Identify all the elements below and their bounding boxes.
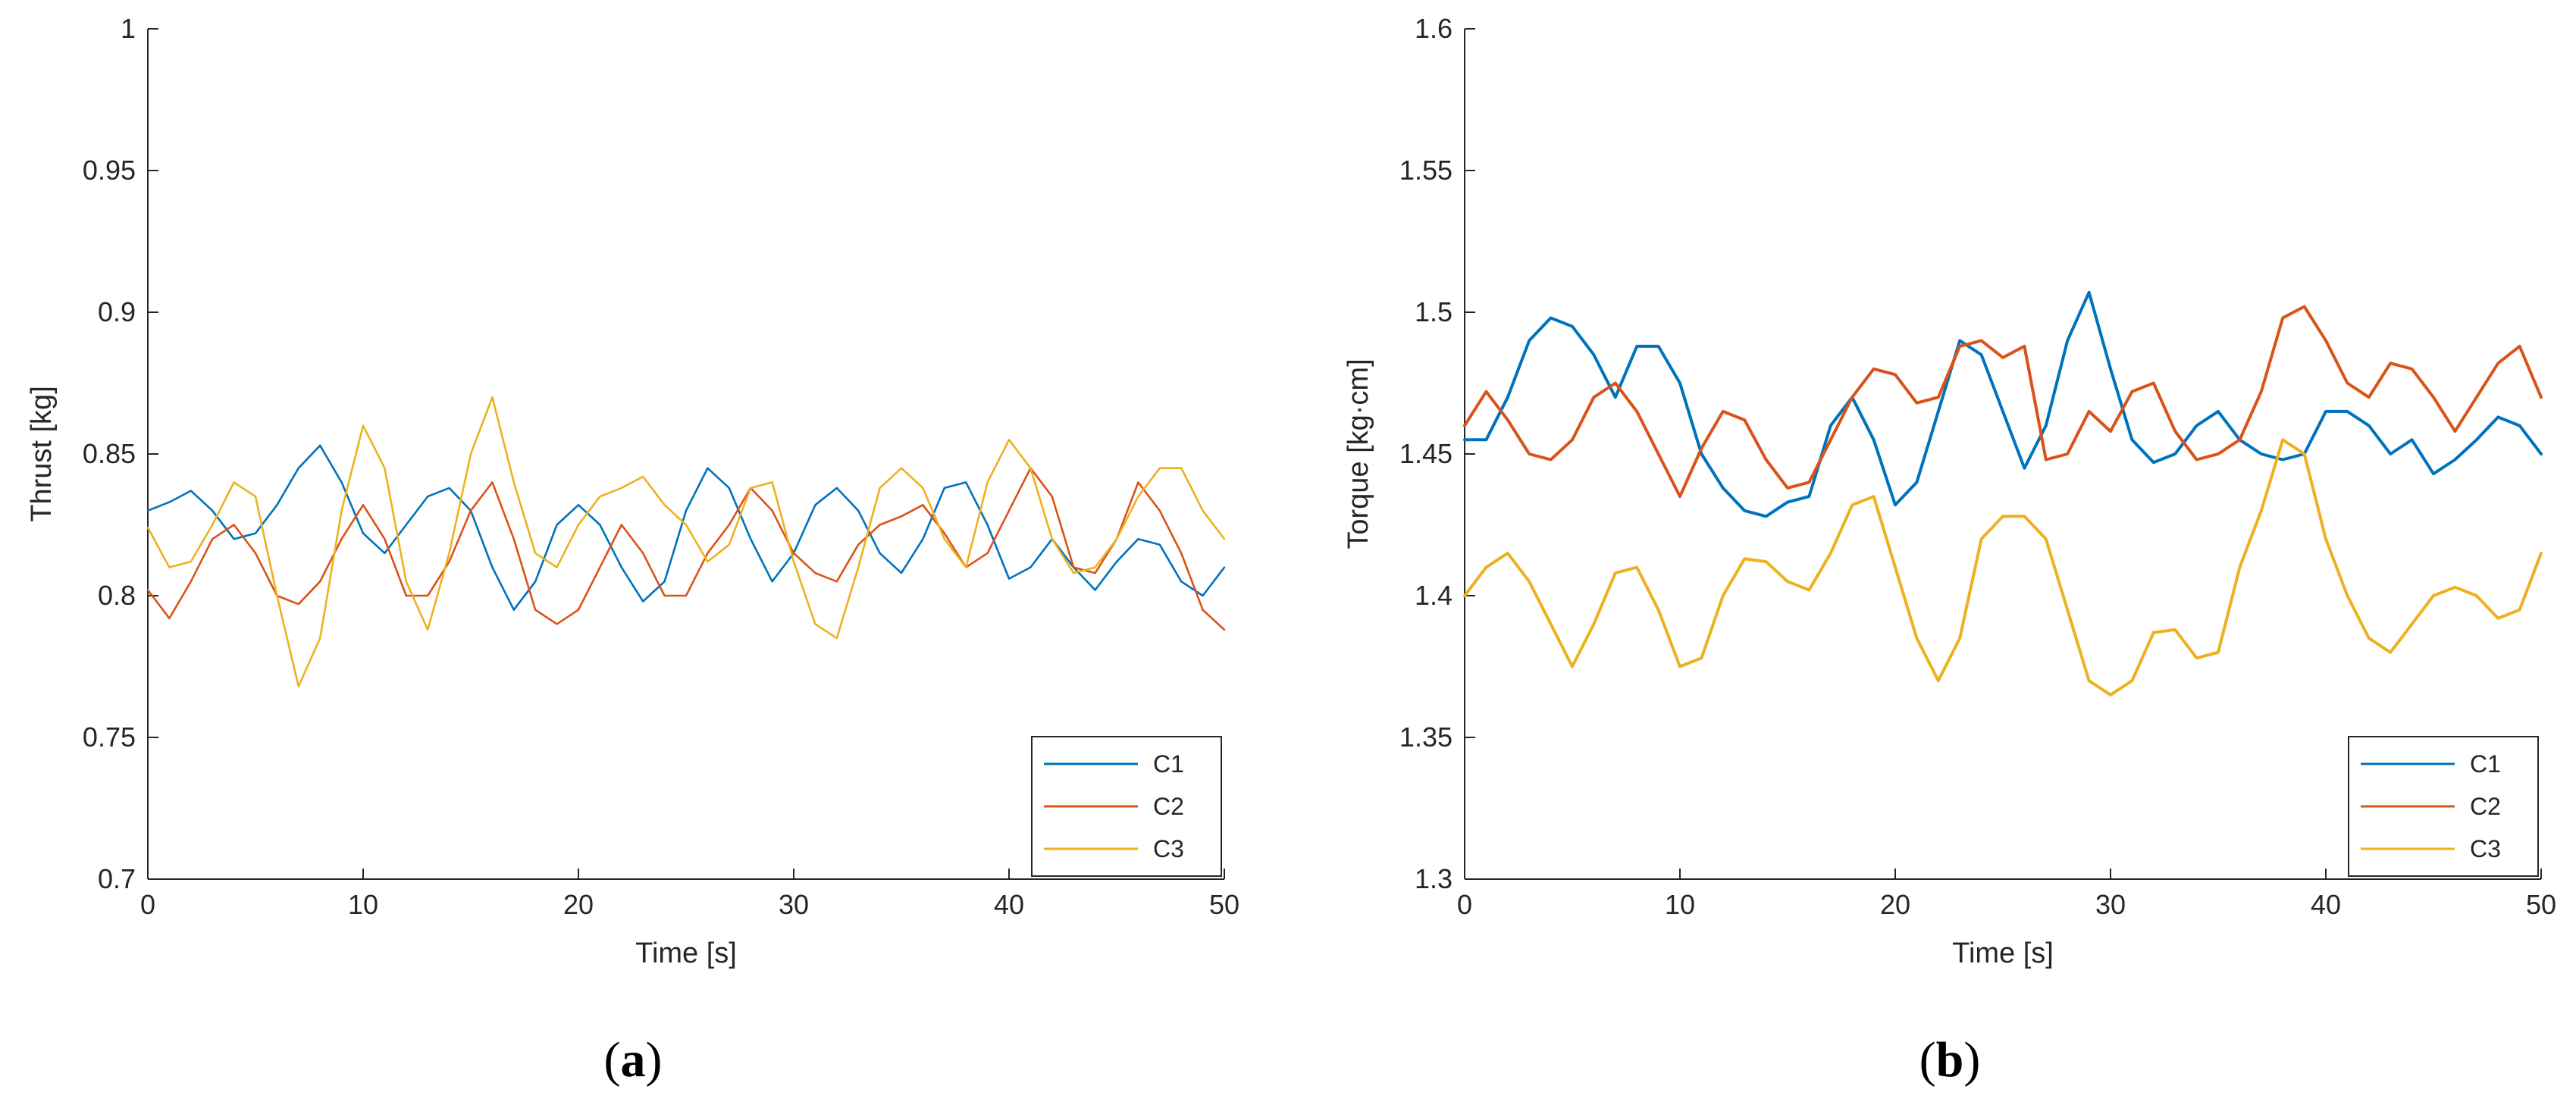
- caption-open-paren: (: [1919, 1032, 1936, 1088]
- x-tick-label: 30: [2095, 889, 2126, 920]
- y-tick-label: 0.75: [83, 721, 136, 753]
- legend: C1 C2 C3: [2348, 736, 2539, 877]
- y-tick-label: 0.7: [98, 863, 136, 894]
- legend-label: C3: [2470, 835, 2501, 862]
- y-tick-label: 1: [121, 13, 136, 44]
- x-tick-label: 0: [1457, 889, 1472, 920]
- legend: C1 C2 C3: [1031, 736, 1222, 877]
- y-tick-label: 1.35: [1399, 721, 1453, 753]
- x-tick-label: 30: [779, 889, 809, 920]
- x-tick-label: 40: [994, 889, 1024, 920]
- caption-close-paren: ): [646, 1032, 663, 1088]
- y-tick-label: 0.9: [98, 296, 136, 327]
- chart-panel-a: 0 10 20 30 40 50 0.7 0.75 0.8 0.85 0.9 0.95 1 Time [s…: [26, 13, 1239, 1088]
- x-tick-label: 40: [2311, 889, 2341, 920]
- panel-caption: (b): [1919, 1032, 1981, 1088]
- series-line-c1: [1463, 290, 2543, 518]
- series-line-c3: [146, 396, 1226, 688]
- y-tick-label: 1.5: [1415, 296, 1453, 327]
- y-axis-title: Torque [kg·cm]: [1343, 358, 1374, 549]
- x-axis-title: Time [s]: [1952, 937, 2054, 969]
- legend-label: C2: [1153, 793, 1184, 820]
- y-tick-label: 1.3: [1415, 863, 1453, 894]
- y-tick-label: 1.55: [1399, 155, 1453, 186]
- caption-open-paren: (: [604, 1032, 621, 1088]
- x-tick-label: 50: [2526, 889, 2556, 920]
- x-axis-title: Time [s]: [635, 937, 737, 969]
- x-tick-label: 10: [348, 889, 378, 920]
- series-line-c3: [1463, 438, 2543, 696]
- chart-panel-b: 0 10 20 30 40 50 1.3 1.35 1.4 1.45 1.5 1.55 1.6 Time …: [1343, 13, 2556, 1088]
- y-tick-label: 0.85: [83, 438, 136, 469]
- y-tick-label: 1.6: [1415, 13, 1453, 44]
- series-line-c1: [146, 444, 1226, 612]
- y-tick-label: 1.4: [1415, 580, 1453, 611]
- y-tick-label: 0.95: [83, 155, 136, 186]
- series-line-c2: [146, 467, 1226, 631]
- x-tick-label: 50: [1209, 889, 1239, 920]
- legend-label: C3: [1153, 835, 1184, 862]
- x-tick-label: 20: [563, 889, 594, 920]
- x-tick-label: 10: [1665, 889, 1695, 920]
- legend-label: C2: [2470, 793, 2501, 820]
- legend-label: C1: [1153, 750, 1184, 778]
- caption-letter: a: [621, 1032, 646, 1088]
- y-axis-title: Thrust [kg]: [26, 386, 58, 522]
- y-tick-label: 0.8: [98, 580, 136, 611]
- x-tick-label: 20: [1880, 889, 1910, 920]
- caption-close-paren: ): [1963, 1032, 1980, 1088]
- caption-letter: b: [1936, 1032, 1964, 1088]
- series-line-c2: [1463, 305, 2543, 499]
- legend-label: C1: [2470, 750, 2501, 778]
- x-tick-label: 0: [140, 889, 155, 920]
- panel-caption: (a): [604, 1032, 663, 1088]
- y-tick-label: 1.45: [1399, 438, 1453, 469]
